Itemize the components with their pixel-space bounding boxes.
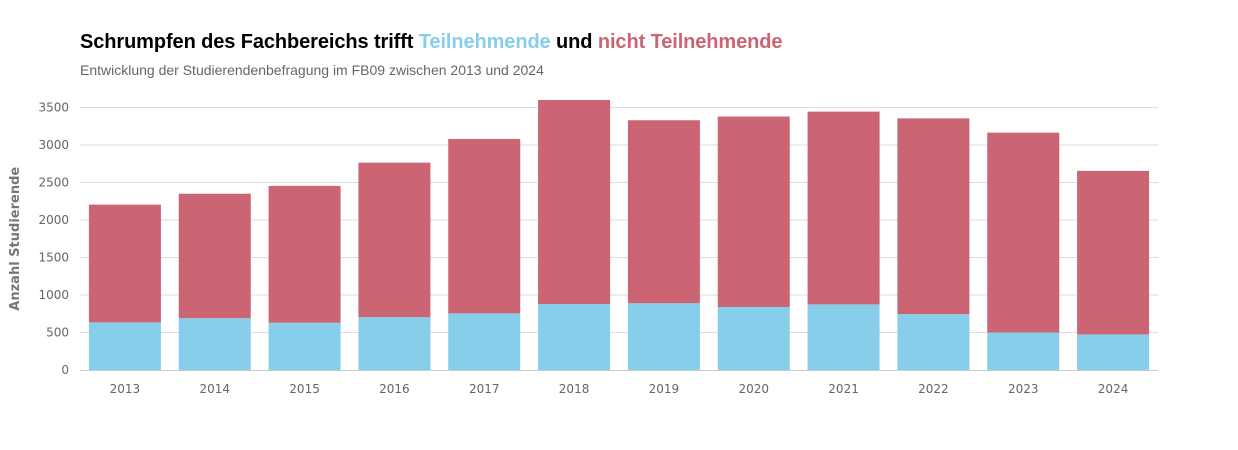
x-tick-label: 2020 <box>738 382 769 396</box>
chart-subtitle: Entwicklung der Studierendenbefragung im… <box>80 62 544 78</box>
y-tick-label: 2000 <box>38 213 69 227</box>
x-tick-label: 2014 <box>199 382 230 396</box>
title-text-2: und <box>550 31 598 53</box>
title-nicht-teilnehmende: nicht Teilnehmende <box>597 31 783 53</box>
bar-nicht-teilnehmende <box>358 162 431 318</box>
bar-nicht-teilnehmende <box>178 193 251 319</box>
bar-nicht-teilnehmende <box>987 132 1060 333</box>
title-text-1: Schrumpfen des Fachbereichs trifft <box>80 31 419 53</box>
y-tick-label: 1000 <box>38 288 69 302</box>
x-tick-label: 2019 <box>649 382 680 396</box>
y-tick-label: 500 <box>46 326 69 340</box>
bar-teilnehmende <box>1077 334 1150 370</box>
bar-nicht-teilnehmende <box>717 116 790 307</box>
x-tick-label: 2013 <box>110 382 141 396</box>
bar-teilnehmende <box>178 318 251 370</box>
bar-teilnehmende <box>897 314 970 370</box>
bar-teilnehmende <box>627 303 700 370</box>
bar-nicht-teilnehmende <box>448 139 521 314</box>
bar-teilnehmende <box>88 322 161 370</box>
y-tick-label: 3500 <box>38 101 69 115</box>
bar-teilnehmende <box>807 304 880 370</box>
bar-nicht-teilnehmende <box>1077 170 1150 335</box>
bar-nicht-teilnehmende <box>807 111 880 305</box>
bar-teilnehmende <box>448 313 521 370</box>
x-tick-label: 2024 <box>1098 382 1129 396</box>
x-tick-label: 2018 <box>559 382 590 396</box>
bar-teilnehmende <box>268 322 341 370</box>
x-tick-label: 2017 <box>469 382 500 396</box>
y-tick-label: 2500 <box>38 176 69 190</box>
bar-nicht-teilnehmende <box>627 120 700 304</box>
y-tick-label: 0 <box>61 363 69 377</box>
bar-teilnehmende <box>358 317 431 370</box>
bar-nicht-teilnehmende <box>538 100 611 304</box>
y-axis-label: Anzahl Studierende <box>8 167 23 311</box>
y-tick-label: 1500 <box>38 251 69 265</box>
x-tick-label: 2021 <box>828 382 859 396</box>
bar-nicht-teilnehmende <box>268 185 341 323</box>
x-tick-label: 2022 <box>918 382 949 396</box>
y-tick-label: 3000 <box>38 138 69 152</box>
chart-title: Schrumpfen des Fachbereichs trifft Teiln… <box>80 31 782 54</box>
title-teilnehmende: Teilnehmende <box>418 31 551 53</box>
bar-nicht-teilnehmende <box>897 118 970 315</box>
bar-teilnehmende <box>717 307 790 370</box>
x-tick-label: 2023 <box>1008 382 1039 396</box>
bar-nicht-teilnehmende <box>88 204 161 323</box>
x-tick-label: 2015 <box>289 382 320 396</box>
x-tick-label: 2016 <box>379 382 410 396</box>
bar-teilnehmende <box>987 332 1060 370</box>
bar-teilnehmende <box>538 304 611 370</box>
